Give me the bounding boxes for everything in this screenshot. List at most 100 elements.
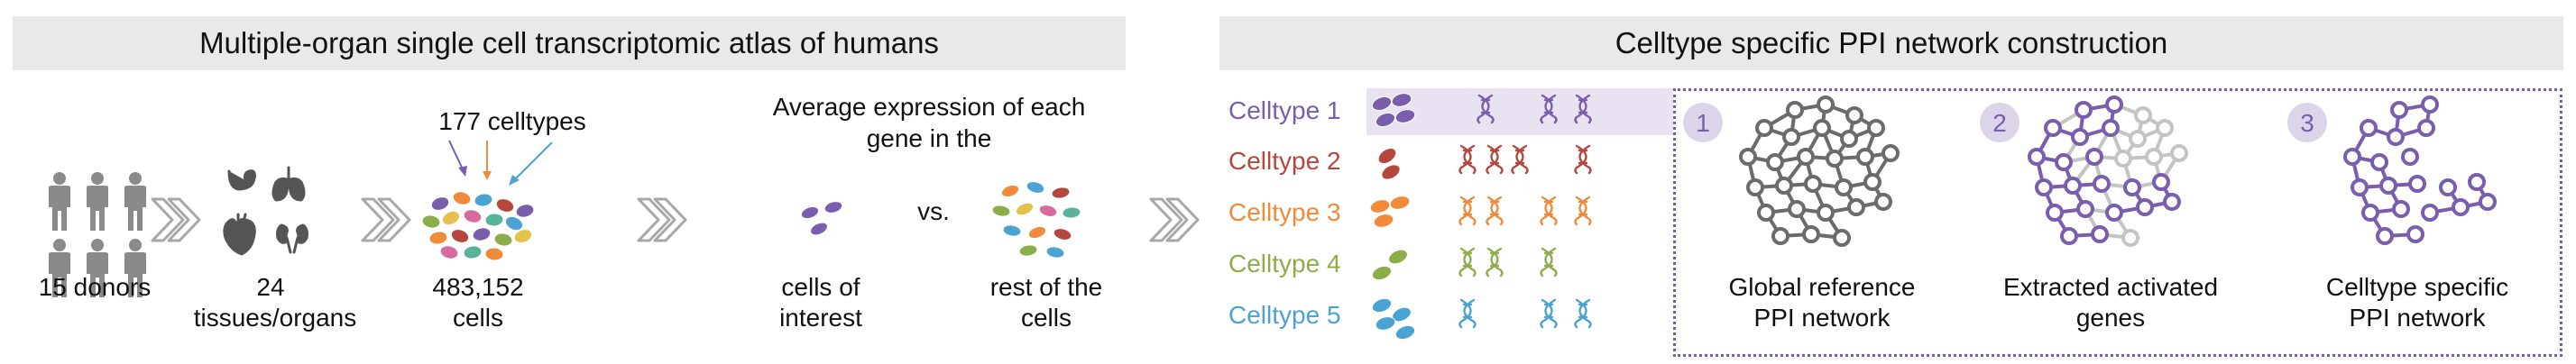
step-2-label-line1: Extracted activated xyxy=(2002,273,2219,301)
cell-icon xyxy=(428,231,448,245)
cell-icon xyxy=(463,209,483,223)
step-1-label-line1: Global reference xyxy=(1728,273,1916,301)
chevron-right-icon xyxy=(1149,197,1200,242)
network-node xyxy=(2136,198,2154,216)
kidney-icon xyxy=(276,223,308,254)
step-3-badge xyxy=(2287,103,2327,142)
cell-icon xyxy=(495,198,515,213)
network-node xyxy=(2105,204,2123,222)
dna-icon xyxy=(1486,144,1504,175)
dna-icon xyxy=(1574,144,1592,175)
network-node xyxy=(2129,130,2147,148)
network-node xyxy=(2406,225,2424,243)
network-node xyxy=(1797,148,1815,166)
network-node xyxy=(1786,101,1804,119)
cell-icon xyxy=(1373,214,1394,228)
dna-icon xyxy=(1574,298,1592,329)
network-node xyxy=(2408,175,2426,193)
cell-icon xyxy=(1388,249,1408,265)
cell-cluster-icon xyxy=(421,191,535,261)
network-node xyxy=(2163,193,2181,211)
tissues-label: tissues/organs xyxy=(193,304,357,332)
cell-icon xyxy=(1038,205,1058,217)
network-node xyxy=(2028,148,2046,166)
donors-people-icon xyxy=(49,172,146,297)
step-1-label-line2: PPI network xyxy=(1753,304,1891,332)
cell-icon xyxy=(810,222,828,236)
network-node xyxy=(2055,153,2073,171)
network-node xyxy=(2145,148,2163,166)
cell-icon xyxy=(1002,224,1022,237)
celltype-1-label: Celltype 1 xyxy=(1228,96,1341,124)
chevron-right-icon xyxy=(361,197,411,242)
network-node xyxy=(1826,150,1844,168)
network-node xyxy=(2343,148,2361,166)
network-node xyxy=(2091,225,2109,243)
celltype-1-highlight xyxy=(1366,88,1673,135)
dna-icon xyxy=(1458,144,1477,175)
cell-icon xyxy=(1000,184,1020,198)
tissues-count: 24 xyxy=(256,273,285,301)
network-node xyxy=(2452,198,2470,216)
step-2-number: 2 xyxy=(1992,109,2007,137)
cell-icon xyxy=(472,227,492,241)
network-node xyxy=(2114,150,2132,168)
person-icon xyxy=(49,239,70,297)
dna-icon xyxy=(1458,247,1477,278)
cells-of-interest-line1: cells of xyxy=(781,273,860,301)
dna-icon xyxy=(1477,94,1495,124)
network-node xyxy=(2121,229,2139,247)
cell-icon xyxy=(1391,93,1412,107)
cell-icon xyxy=(484,213,504,227)
global-network-icon xyxy=(1739,96,1900,247)
network-node xyxy=(1766,153,1784,171)
celltype-4-label: Celltype 4 xyxy=(1228,250,1341,278)
cell-icon xyxy=(1051,187,1071,199)
network-node xyxy=(1845,106,1863,124)
network-node xyxy=(2060,227,2078,245)
left-panel-title: Multiple-organ single cell transcriptomi… xyxy=(13,16,1126,70)
network-node xyxy=(2035,178,2053,196)
network-node xyxy=(2134,106,2152,124)
network-node xyxy=(1863,173,1881,191)
chevron-right-icon xyxy=(637,197,687,242)
cell-icon xyxy=(421,214,441,229)
network-node xyxy=(1813,119,1831,137)
celltypes-label: 177 celltypes xyxy=(438,107,586,135)
cell-icon xyxy=(450,229,470,243)
cell-icon xyxy=(439,245,459,259)
celltype-network-icon xyxy=(2343,96,2497,245)
cell-icon xyxy=(1018,244,1038,257)
step-3-label-line1: Celltype specific xyxy=(2325,273,2509,301)
avg-expression-line1: Average expression of each xyxy=(772,93,1086,121)
cell-icon xyxy=(1389,196,1411,210)
organs-icon xyxy=(223,166,308,256)
network-node xyxy=(2064,177,2082,195)
right-panel-title: Celltype specific PPI network constructi… xyxy=(1219,16,2563,70)
network-node xyxy=(2044,119,2062,137)
cells-of-interest-line2: interest xyxy=(779,304,862,332)
cell-icon xyxy=(513,229,533,243)
cell-icon xyxy=(493,232,513,247)
network-node xyxy=(1788,200,1806,218)
cell-icon xyxy=(430,196,450,211)
network-node xyxy=(1835,178,1853,196)
step-1-number: 1 xyxy=(1696,109,1710,137)
dna-icon xyxy=(1540,298,1558,329)
network-node xyxy=(1840,130,1858,148)
cell-icon xyxy=(1062,206,1081,219)
cell-icon xyxy=(1371,297,1393,314)
person-icon xyxy=(124,172,146,231)
cell-icon xyxy=(1371,265,1393,281)
cell-icon xyxy=(452,191,472,205)
network-node xyxy=(1833,229,1851,247)
celltype-rows-graphics xyxy=(1369,93,1592,341)
network-node xyxy=(1771,227,1789,245)
cell-icon xyxy=(1369,199,1391,214)
network-node xyxy=(1755,119,1773,137)
network-node xyxy=(2387,128,2405,146)
avg-expression-line2: gene in the xyxy=(866,124,992,152)
cells-count: 483,152 xyxy=(432,273,524,301)
cell-icon xyxy=(1381,164,1401,180)
dna-icon xyxy=(1486,247,1504,278)
